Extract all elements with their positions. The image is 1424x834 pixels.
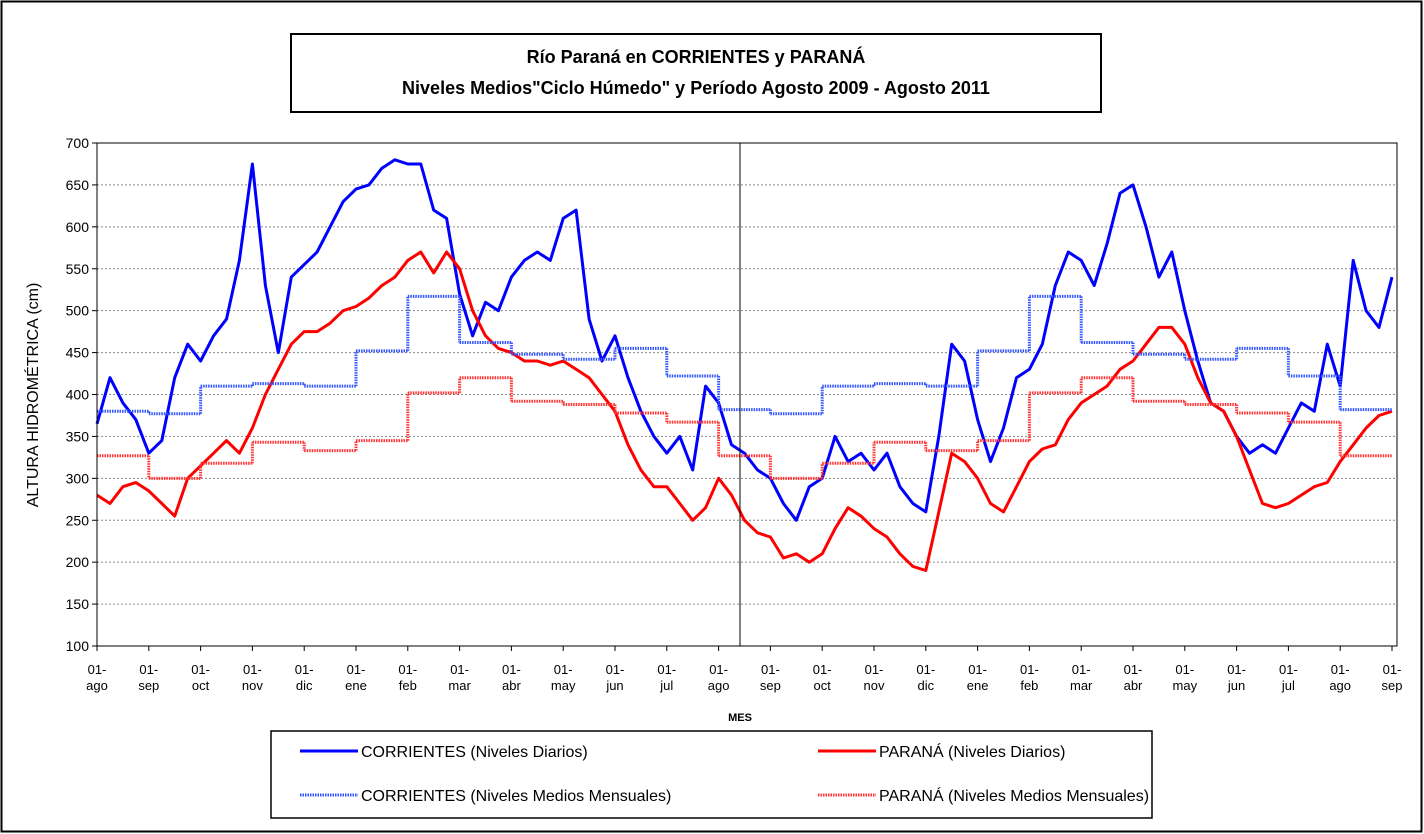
x-tick-label: 01-may [1172, 662, 1198, 693]
legend-label: CORRIENTES (Niveles Diarios) [361, 744, 588, 761]
daily-line [95, 158, 1394, 522]
chart-subtitle: Niveles Medios"Ciclo Húmedo" y Período A… [402, 78, 990, 98]
x-tick-label: 01-ene [966, 662, 989, 693]
legend-box [270, 730, 1153, 819]
chart-title: Río Paraná en CORRIENTES y PARANÁ [527, 46, 866, 67]
y-tick-label: 200 [66, 554, 90, 570]
x-tick-label: 01-abr [1123, 662, 1143, 693]
x-tick-label: 01-sep [759, 662, 781, 693]
plot [95, 158, 1394, 572]
y-tick-label: 150 [66, 596, 90, 612]
x-tick-label: 01-feb [1019, 662, 1039, 693]
x-axis-label: MES [728, 712, 752, 724]
legend-label: PARANÁ (Niveles Diarios) [879, 742, 1065, 761]
x-tick-label: 01-mar [1069, 662, 1093, 693]
y-tick-label: 500 [66, 303, 90, 319]
plot-border [96, 142, 1398, 647]
x-tick-label: 01-oct [191, 662, 210, 693]
x-tick-label: 01-may [550, 662, 576, 693]
y-tick-label: 250 [66, 512, 90, 528]
y-tick-label: 600 [66, 219, 90, 235]
x-tick-label: 01-ene [345, 662, 367, 693]
x-tick-label: 01-mar [448, 662, 471, 693]
legend: CORRIENTES (Niveles Diarios) PARANÁ (Nive… [300, 742, 1149, 805]
x-tick-label: 01-jul [657, 662, 677, 693]
legend-label: CORRIENTES (Niveles Medios Mensuales) [361, 788, 671, 805]
title-box [290, 33, 1102, 113]
y-axis-label: ALTURA HIDROMÉTRICA (cm) [23, 283, 42, 508]
x-tick-label: 01-dic [916, 662, 936, 693]
x-tick-label: 01-nov [241, 662, 263, 693]
y-tick-label: 700 [66, 135, 90, 151]
x-tick-label: 01-ago [1329, 662, 1352, 693]
x-tick-label: 01-jun [605, 662, 625, 693]
x-tick-label: 01-sep [1381, 662, 1403, 693]
y-tick-label: 100 [66, 638, 90, 654]
x-tick-label: 01-feb [398, 662, 418, 693]
x-tick-label: 01-sep [138, 662, 160, 693]
x-tick-label: 01-jul [1278, 662, 1298, 693]
y-tick-label: 350 [66, 428, 90, 444]
x-tick-label: 01-nov [863, 662, 885, 693]
x-tick-label: 01-ago [707, 662, 730, 693]
legend-label: PARANÁ (Niveles Medios Mensuales) [879, 786, 1149, 805]
x-tick-label: 01-abr [501, 662, 521, 693]
y-tick-label: 450 [66, 345, 90, 361]
y-tick-label: 400 [66, 387, 90, 403]
y-tick-label: 300 [66, 470, 90, 486]
daily-line [96, 250, 1393, 572]
x-tick-label: 01-ago [86, 662, 108, 693]
y-tick-label: 650 [66, 177, 90, 193]
grid: 100 150 200 250 300 350 400 450 500 550 600 650 700 [66, 135, 1397, 654]
y-tick-label: 550 [66, 261, 90, 277]
x-tick-label: 01-dic [294, 662, 314, 693]
x-tick-label: 01-oct [812, 662, 832, 693]
x-tick-label: 01-jun [1227, 662, 1246, 693]
